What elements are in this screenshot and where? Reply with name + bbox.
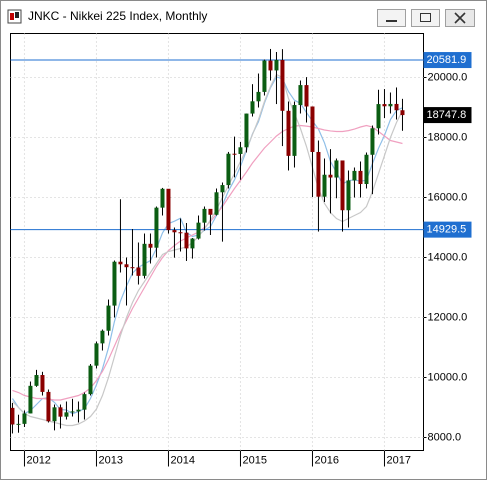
candle-body [334,160,339,178]
candle-body [328,174,333,178]
candle-body [184,232,189,249]
app-icon-part [15,12,19,18]
last-price-box [423,107,472,124]
candle-body [94,343,99,366]
y-tick-label: 14000.0 [428,251,468,263]
y-tick-label: 8000.0 [428,431,462,443]
candle-body [58,407,63,417]
candle-body [400,110,405,116]
close-glyph [454,12,466,24]
y-tick-label: 18000.0 [428,131,468,143]
candle-body [226,153,231,186]
candle-body [292,105,297,156]
candle-body [46,391,51,422]
candle-body [52,407,57,422]
x-tick-label: 2014 [170,454,194,466]
candle-body [346,180,351,211]
candle-body [10,407,15,425]
level-label: 14929.5 [427,224,467,236]
candle-body [316,151,321,197]
candle-body [142,243,147,276]
minimize-button[interactable] [377,9,406,27]
candle-body [304,85,309,107]
plot-area [10,33,424,451]
level-label-box [423,52,472,69]
candle-body [214,192,219,215]
candle-body [286,110,291,156]
candle-body [244,113,249,148]
candle-body [76,409,81,412]
last-price-label: 18747.8 [427,109,467,121]
candle-body [124,264,129,268]
candle-body [64,412,69,417]
x-tick-label: 2013 [98,454,122,466]
candle-body [388,103,393,107]
candle-body [16,423,21,425]
chart-layer: 8000.0 10000.0 12000.0 14000.0 16000.0 18000.… [10,33,472,467]
candle-body [352,170,357,181]
candle-body [208,208,213,215]
candle-body [88,365,93,395]
app-icon [7,9,22,24]
candle-body [196,222,201,239]
candle-body [376,104,381,129]
candle-body [310,106,315,152]
candle-body [40,375,45,392]
window-title: JNKC - Nikkei 225 Index, Monthly [28,9,207,23]
candle-body [220,185,225,193]
candle-body [166,188,171,231]
candle-body [340,160,345,211]
y-tick-label: 16000.0 [428,191,468,203]
x-tick-label: 2015 [242,454,266,466]
candle-body [358,170,363,185]
level-label-box [423,221,472,238]
candle-body [256,91,261,102]
candle-body [148,243,153,248]
candle-body [262,60,267,92]
y-tick-label: 12000.0 [428,311,468,323]
candle-body [238,147,243,154]
x-tick-label: 2016 [314,454,338,466]
candle-body [394,103,399,111]
candle-body [106,305,111,331]
candle-body [370,128,375,155]
candle-body [274,59,279,71]
candle-body [130,267,135,269]
maximize-glyph [420,13,431,22]
candle-body [250,101,255,114]
candle-body [172,230,177,233]
candle-body [202,208,207,223]
candle-body [70,411,75,413]
x-tick-label: 2012 [26,454,50,466]
moving-average-line [12,73,404,427]
app-icon-part [10,13,14,20]
candle-body [280,59,285,111]
candle-body [154,207,159,248]
candle-body [178,232,183,234]
candle-body [160,188,165,208]
candle-body [34,375,39,386]
x-tick-label: 2017 [386,454,410,466]
candle-body [100,330,105,344]
candle-body [136,267,141,276]
candle-body [298,85,303,106]
candle-body [364,154,369,185]
candle-body [382,104,387,107]
candle-body [190,238,195,249]
y-tick-label: 20000.0 [428,71,468,83]
candle-body [268,60,273,71]
candle-body [322,174,327,197]
maximize-button[interactable] [411,9,440,27]
candle-body [82,394,87,410]
y-tick-label: 10000.0 [428,371,468,383]
candle-body [28,385,33,414]
level-label: 20581.9 [427,54,467,66]
candle-body [232,153,237,155]
candle-body [112,261,117,306]
candle-body [118,261,123,265]
candle-body [22,413,27,424]
